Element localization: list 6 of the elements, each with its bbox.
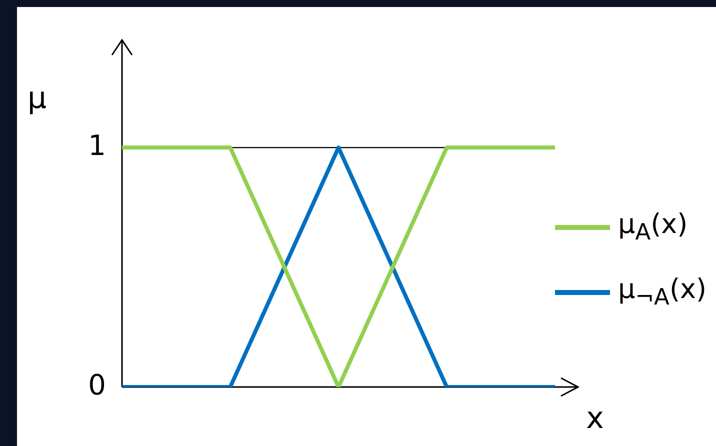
y-tick-label: 1 bbox=[88, 128, 106, 162]
legend-label: μ$_{¬A}$(x) bbox=[618, 274, 706, 310]
y-axis-title: μ bbox=[27, 80, 47, 116]
legend-label: μ$_{A}$(x) bbox=[618, 208, 688, 246]
x-axis-title: x bbox=[586, 400, 604, 436]
y-tick-label: 0 bbox=[88, 368, 106, 402]
